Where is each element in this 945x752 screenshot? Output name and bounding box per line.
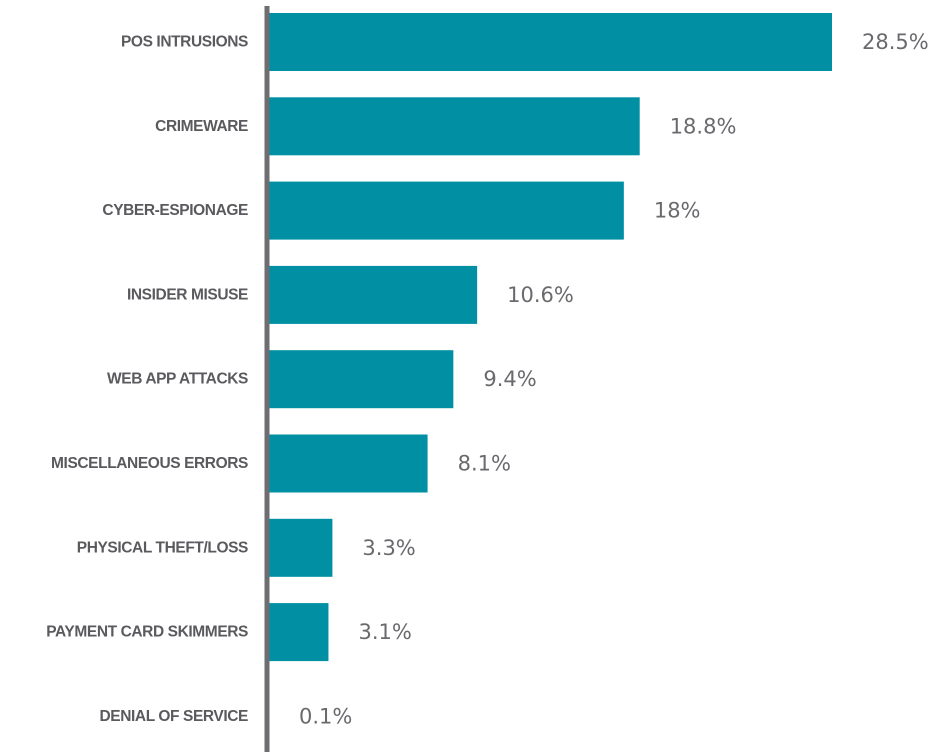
category-label: MISCELLANEOUS ERRORS xyxy=(51,455,248,472)
bar xyxy=(269,434,428,493)
bars-group xyxy=(269,13,832,662)
value-label: 18.8% xyxy=(670,114,737,138)
category-label: PAYMENT CARD SKIMMERS xyxy=(46,624,248,641)
bar xyxy=(269,13,832,71)
value-label: 28.5% xyxy=(862,30,929,54)
category-label: POS INTRUSIONS xyxy=(121,34,248,51)
category-label: CYBER-ESPIONAGE xyxy=(102,202,248,219)
value-label: 8.1% xyxy=(458,452,511,476)
bar xyxy=(269,97,640,156)
bar xyxy=(269,350,454,409)
category-label: DENIAL OF SERVICE xyxy=(99,708,248,725)
category-labels-group: POS INTRUSIONS CRIMEWARE CYBER-ESPIONAGE IN… xyxy=(46,34,248,725)
bar xyxy=(269,181,624,240)
value-label: 3.1% xyxy=(358,620,411,644)
category-label: INSIDER MISUSE xyxy=(127,286,248,303)
category-label: WEB APP ATTACKS xyxy=(107,371,248,388)
value-labels-group: 28.5% 18.8% 18% 10.6% 9.4% 8.1% 3.3% 3.1% 0.1% xyxy=(299,30,929,728)
category-label: PHYSICAL THEFT/LOSS xyxy=(77,539,248,556)
value-label: 0.1% xyxy=(299,704,352,728)
value-label: 3.3% xyxy=(362,536,415,560)
bar xyxy=(269,603,329,662)
value-label: 10.6% xyxy=(507,283,574,307)
category-label: CRIMEWARE xyxy=(155,118,248,135)
value-label: 18% xyxy=(654,199,701,223)
bar xyxy=(269,265,478,324)
value-label: 9.4% xyxy=(483,367,536,391)
bar xyxy=(269,518,333,577)
